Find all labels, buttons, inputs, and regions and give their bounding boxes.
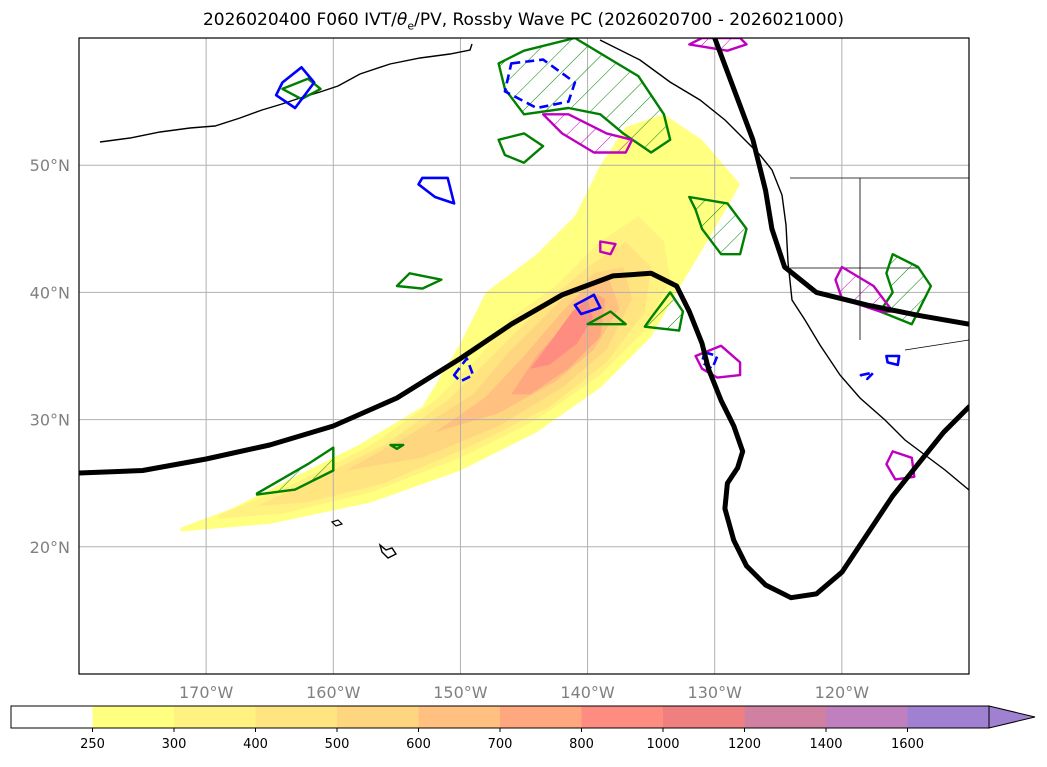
colorbar-segment: [500, 706, 582, 728]
ivt-region-250: [180, 114, 741, 532]
lon-tick-label: 170°W: [179, 683, 234, 702]
theta-contour-blue: [859, 371, 875, 381]
rossby-wave-line-1: [79, 270, 969, 601]
lon-labels: 170°W 160°W 150°W 140°W 130°W 120°W: [179, 683, 869, 702]
colorbar-tick-label: 300: [162, 737, 187, 752]
chart-title: 2026020400 F060 IVT/θe/PV, Rossby Wave P…: [0, 10, 1047, 32]
pv-contour: [281, 77, 322, 101]
pv-contour: [643, 291, 685, 332]
colorbar-segment: [174, 706, 256, 728]
pv-contour: [586, 310, 627, 326]
lat-tick-label: 50°N: [30, 156, 70, 175]
colorbar-extend-arrow: [988, 705, 1036, 729]
na-west-coast: [599, 39, 969, 491]
colorbar-segment: [907, 706, 989, 728]
colorbar-segment: [337, 706, 419, 728]
colorbar-tick-label: 400: [243, 737, 268, 752]
pv-contour: [688, 195, 748, 256]
pv-contour: [497, 132, 545, 164]
pv-contour: [878, 253, 933, 326]
theta-contour-blue: [274, 66, 316, 110]
lon-tick-label: 120°W: [815, 683, 870, 702]
lat-tick-label: 40°N: [30, 283, 70, 302]
colorbar-tick-label: 600: [406, 737, 431, 752]
ivt-region-400: [257, 241, 652, 507]
lat-tick-label: 30°N: [30, 411, 70, 430]
colorbar-tick-label: 250: [80, 737, 105, 752]
pv-contour: [255, 446, 335, 496]
colorbar-segment: [11, 706, 93, 728]
theta-blue-contours: [274, 58, 901, 383]
theta-contour-blue: [503, 58, 577, 110]
ivt-colorbar: 250 300 400 500 600 700 800 1000 1200 1400 1600: [10, 705, 1036, 752]
hawaii-north: [330, 519, 344, 527]
colorbar-segment: [826, 706, 908, 728]
plot-frame: [78, 37, 970, 675]
colorbar-segment: [92, 706, 174, 728]
colorbar-segment: [255, 706, 337, 728]
chart-title-theta: θ: [396, 10, 408, 30]
theta-contour-blue: [885, 354, 901, 367]
lon-tick-label: 130°W: [688, 683, 743, 702]
pv-contour: [395, 272, 443, 290]
pv-green-contours: [255, 38, 933, 496]
colorbar-segment: [744, 706, 826, 728]
colorbar-tick-label: 800: [569, 737, 594, 752]
lat-labels: 20°N 30°N 40°N 50°N: [30, 156, 70, 557]
hawaii: [378, 543, 398, 559]
chart-title-prefix: 2026020400 F060 IVT/: [202, 10, 397, 30]
chart-title-suffix: /PV, Rossby Wave PC (2026020700 - 202602…: [414, 10, 845, 30]
colorbar-segment: [663, 706, 745, 728]
colorbar-tick-label: 1200: [728, 737, 761, 752]
theta-contour-blue: [417, 176, 456, 205]
lat-tick-label: 20°N: [30, 538, 70, 557]
ivt-layer: [180, 114, 741, 532]
colorbar-tick-label: 500: [325, 737, 350, 752]
chart-title-theta-subscript: e: [407, 19, 415, 33]
colorbar-segment: [581, 706, 663, 728]
ivt-region-800: [530, 298, 593, 369]
colorbar-tick-label: 1600: [891, 737, 924, 752]
ivt-region-300: [218, 216, 671, 519]
colorbar-tick-label: 700: [488, 737, 513, 752]
rossby-wave-line-2: [712, 38, 969, 327]
lon-tick-label: 160°W: [306, 683, 361, 702]
pv-contour: [389, 443, 405, 451]
colorbar-tick-label: 1400: [809, 737, 842, 752]
theta-contour-blue: [573, 293, 602, 316]
theta-contour-blue: [700, 350, 719, 370]
colorbar-tick-label: 1000: [646, 737, 679, 752]
pv-contour: [497, 38, 672, 154]
lon-tick-label: 140°W: [560, 683, 615, 702]
borders: [790, 177, 969, 351]
colorbar-segment: [418, 706, 500, 728]
theta-contour-magenta: [541, 113, 634, 154]
rossby-wave-lines: [79, 38, 969, 601]
lon-tick-label: 150°W: [433, 683, 488, 702]
theta-contour-magenta: [694, 344, 742, 379]
theta-contour-magenta: [599, 240, 617, 256]
